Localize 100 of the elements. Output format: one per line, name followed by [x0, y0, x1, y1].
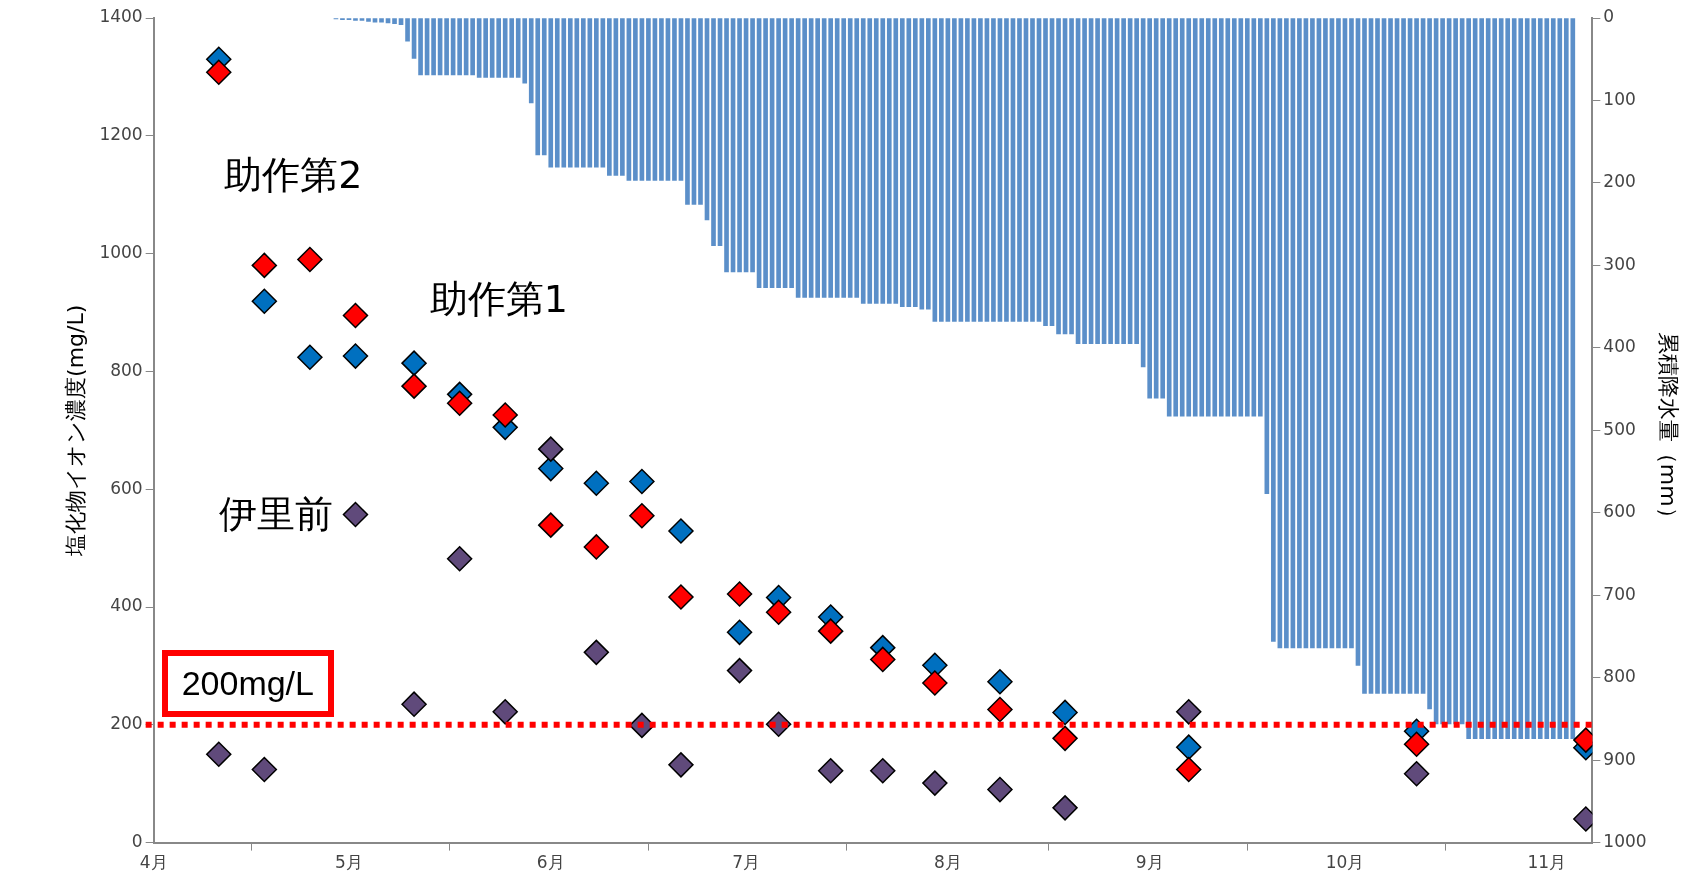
- point: [629, 468, 655, 495]
- point: [206, 741, 232, 767]
- bar: [353, 18, 358, 21]
- bar: [802, 18, 807, 298]
- bar: [1030, 18, 1035, 322]
- y-axis-title: 塩化物イオン濃度(mg/L): [62, 304, 88, 557]
- bar: [646, 18, 651, 181]
- bar: [1297, 18, 1302, 649]
- bar: [711, 18, 716, 246]
- bar: [926, 18, 931, 310]
- y2-tick-label: 200: [1603, 171, 1636, 192]
- x-tick-label: 5月: [335, 852, 363, 873]
- bar: [607, 18, 612, 176]
- y-tick-label: 400: [110, 595, 143, 616]
- point: [538, 512, 564, 538]
- point: [401, 691, 427, 717]
- point: [870, 757, 896, 784]
- x-tick-label: 6月: [536, 852, 565, 873]
- bar: [1069, 18, 1074, 335]
- y2-tick-label: 800: [1603, 666, 1636, 687]
- point: [1403, 731, 1430, 757]
- x-tick-label: 7月: [732, 852, 760, 873]
- point: [1052, 699, 1078, 726]
- bar: [1017, 18, 1022, 322]
- y2-tick-label: 600: [1603, 501, 1636, 522]
- point: [1175, 734, 1202, 760]
- bar: [1121, 18, 1126, 345]
- y2-tick-label: 100: [1603, 88, 1636, 109]
- series-label: 助作第2: [224, 151, 363, 199]
- bar: [1440, 18, 1445, 725]
- y-tick-label: 600: [110, 477, 143, 498]
- bar: [685, 18, 690, 205]
- ref-line-label: 200mg/L: [161, 649, 334, 717]
- bar: [1349, 18, 1354, 649]
- y2-tick-label: 0: [1603, 6, 1615, 27]
- bar: [698, 18, 703, 205]
- y2-tick-label: 500: [1603, 418, 1636, 439]
- point: [668, 584, 694, 610]
- point: [765, 599, 792, 626]
- bar: [392, 18, 397, 25]
- x-tick-label: 10月: [1325, 852, 1365, 873]
- bar: [1323, 18, 1328, 649]
- point: [726, 581, 753, 607]
- bar: [939, 18, 944, 322]
- y2-tick-label: 700: [1603, 583, 1636, 604]
- bar: [1004, 18, 1009, 322]
- bar: [1284, 18, 1289, 649]
- y-tick-label: 1200: [99, 124, 143, 145]
- point: [342, 302, 369, 329]
- bar: [763, 18, 768, 288]
- y2-tick-label: 400: [1603, 336, 1636, 357]
- point: [251, 252, 278, 279]
- bar: [594, 18, 599, 168]
- bar: [978, 18, 983, 322]
- bar: [776, 18, 781, 288]
- point: [668, 752, 694, 778]
- bar: [418, 18, 423, 76]
- bar: [1310, 18, 1315, 649]
- y2-tick-label: 1000: [1603, 831, 1647, 852]
- y-tick-label: 0: [131, 831, 143, 852]
- point: [987, 696, 1013, 723]
- bar: [1043, 18, 1048, 326]
- bar: [1056, 18, 1061, 335]
- point: [583, 534, 610, 560]
- bar: [1414, 18, 1419, 694]
- point: [922, 670, 948, 696]
- bar: [737, 18, 742, 273]
- bar: [457, 18, 462, 76]
- point: [668, 518, 694, 544]
- bar: [359, 18, 365, 21]
- point: [1175, 756, 1202, 783]
- point: [1175, 699, 1202, 725]
- point: [583, 639, 610, 666]
- point: [726, 619, 753, 646]
- bar: [991, 18, 996, 322]
- y-tick-label: 800: [110, 359, 143, 380]
- x-tick-label: 11月: [1527, 852, 1567, 873]
- y2-axis-title: 累積降水量（mm）: [1656, 331, 1682, 529]
- point: [206, 59, 232, 85]
- point: [1052, 795, 1078, 821]
- point: [726, 657, 753, 684]
- point: [446, 390, 473, 416]
- point: [297, 344, 323, 371]
- bar: [789, 18, 794, 288]
- bar: [815, 18, 820, 298]
- point: [817, 757, 844, 784]
- series-label: 助作第1: [429, 275, 568, 323]
- bar: [724, 18, 729, 273]
- bar: [952, 18, 957, 322]
- point: [401, 350, 427, 376]
- point: [251, 756, 278, 783]
- bar: [1336, 18, 1341, 649]
- bar: [1479, 18, 1484, 740]
- point: [987, 669, 1013, 695]
- bar: [1258, 18, 1263, 417]
- bar: [1388, 18, 1393, 694]
- point: [922, 770, 948, 796]
- y-tick-label: 1400: [99, 6, 143, 27]
- point: [1052, 725, 1078, 752]
- x-tick-label: 8月: [933, 852, 962, 873]
